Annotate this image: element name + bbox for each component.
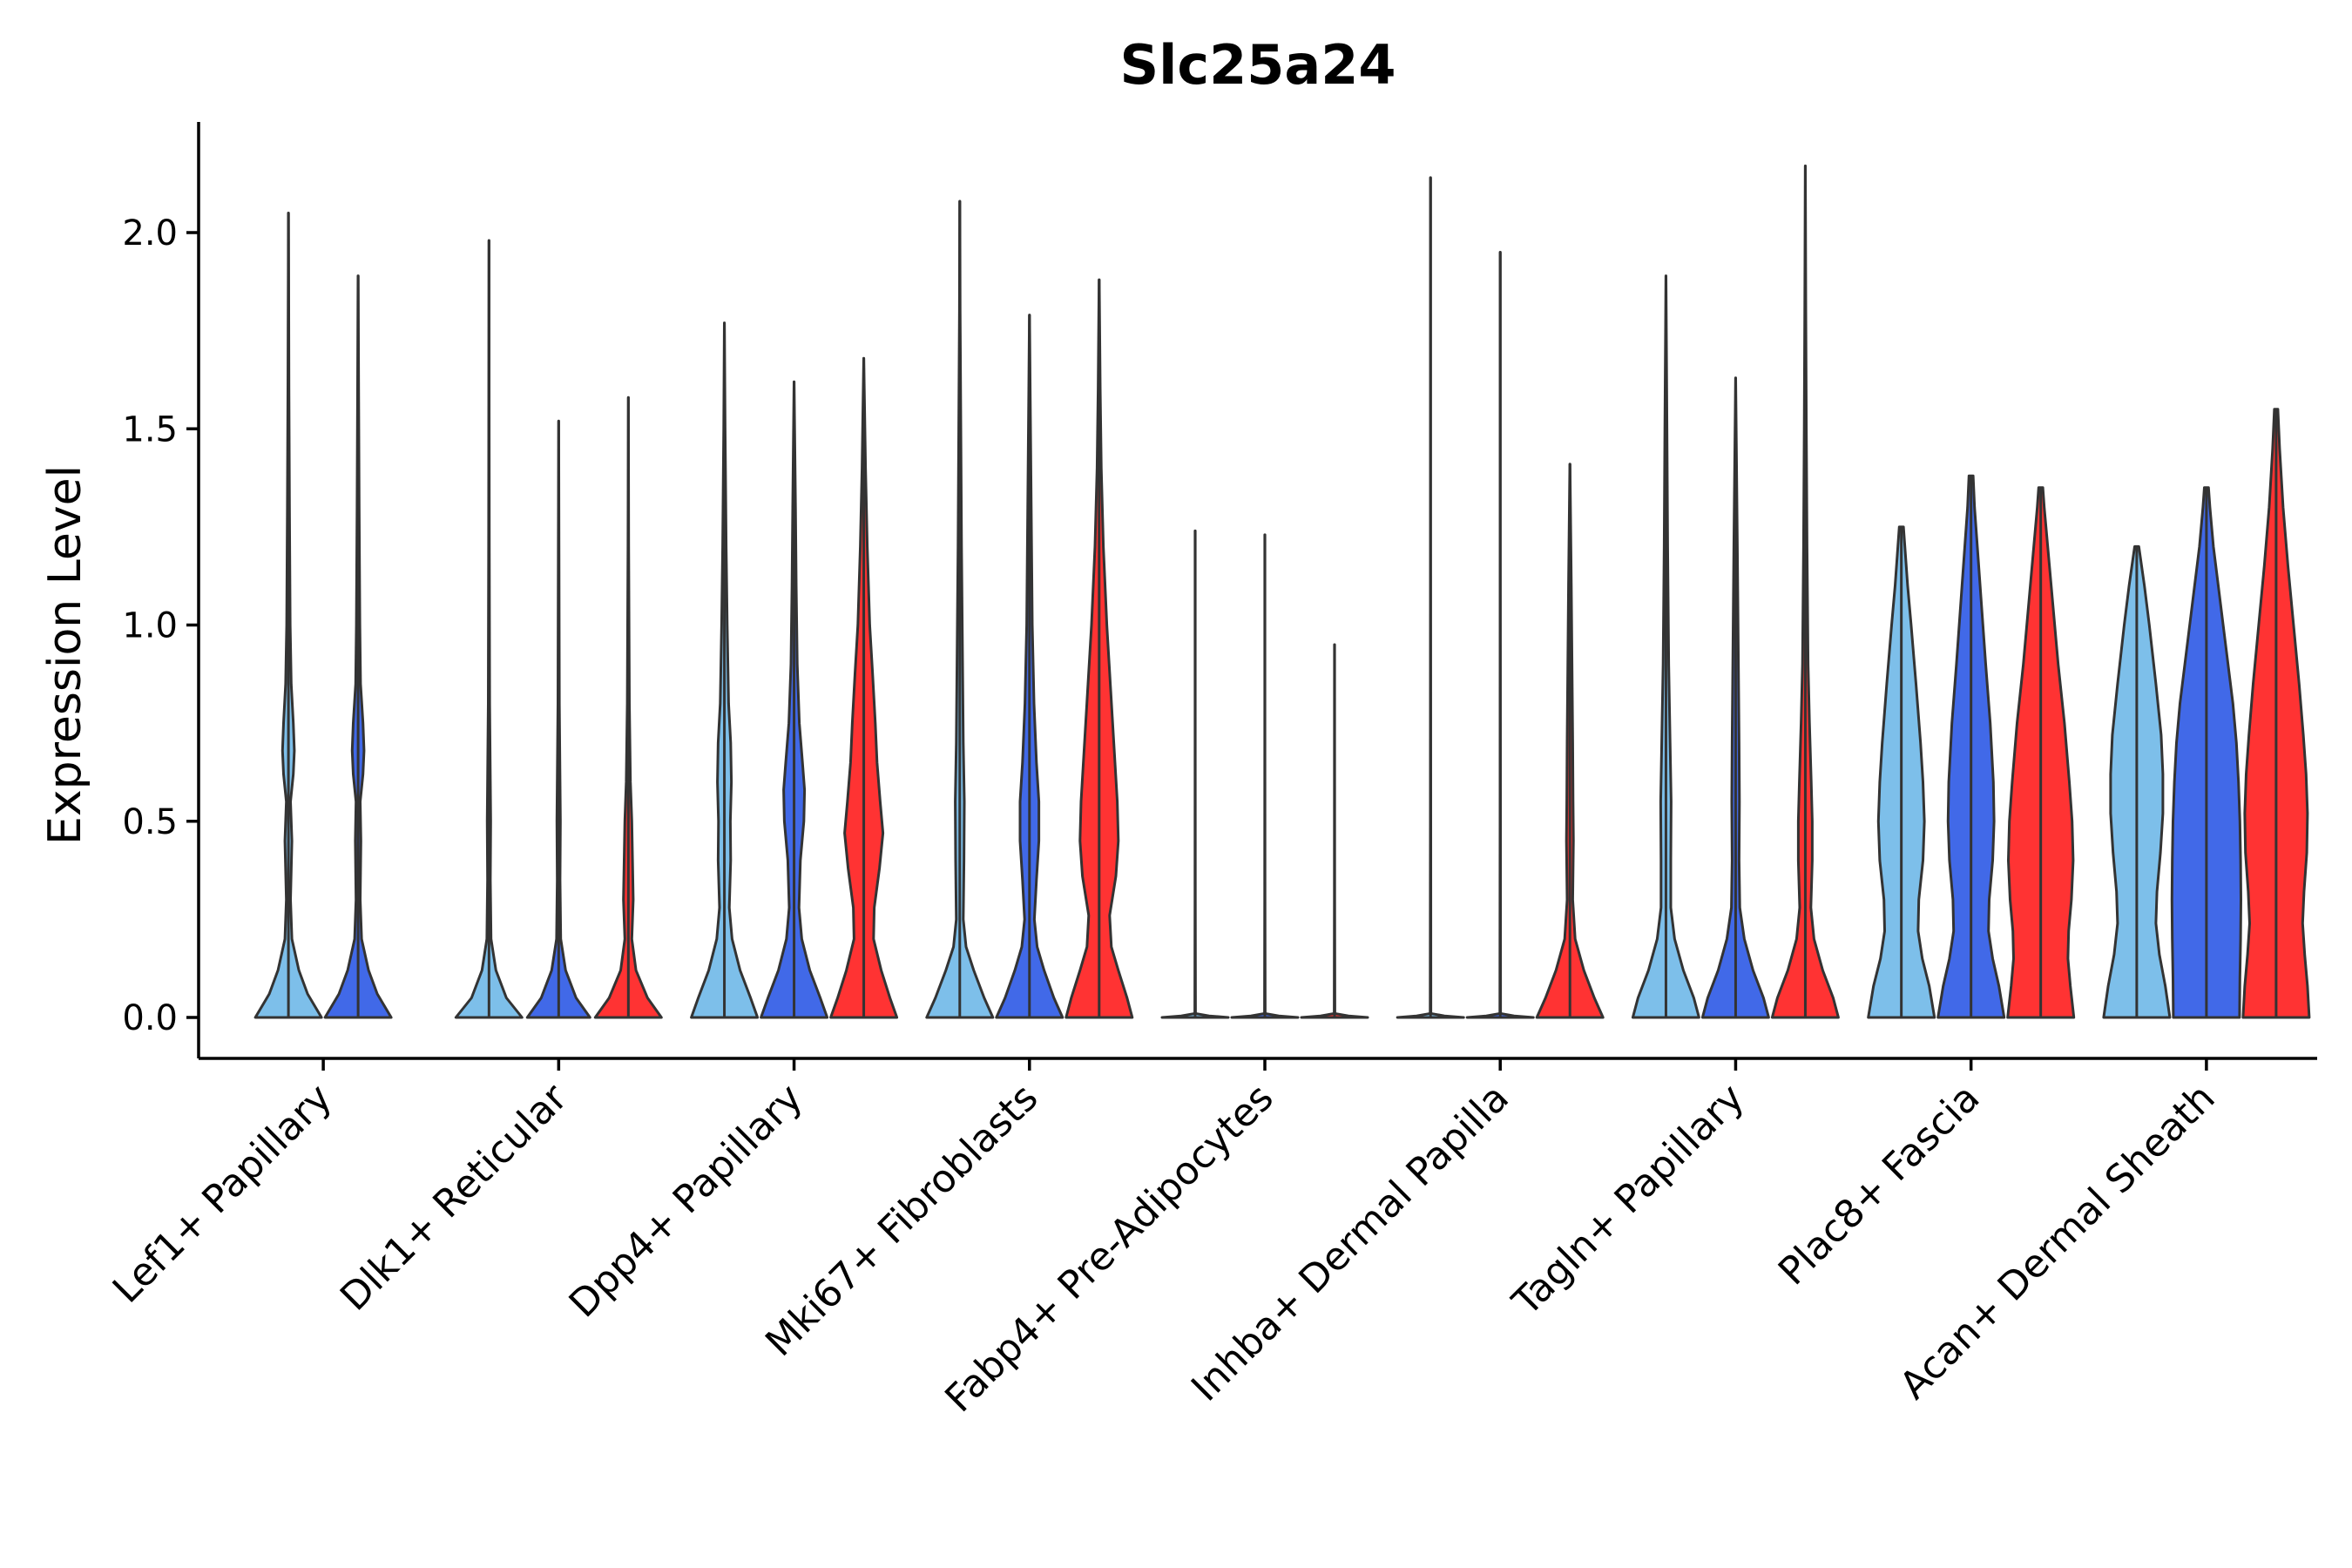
x-tick-label: Plac8+ Fascia — [1770, 1076, 1989, 1294]
y-tick-label: 1.0 — [122, 606, 178, 646]
y-axis-label: Expression Level — [39, 465, 91, 845]
x-tick-label: Tagln+ Papillary — [1504, 1076, 1753, 1325]
x-tick-label: Lef1+ Papillary — [105, 1076, 341, 1312]
chart-title: Slc25a24 — [1119, 33, 1396, 97]
y-tick-label: 2.0 — [122, 213, 178, 253]
y-tick-label: 1.5 — [122, 409, 178, 449]
x-tick-label: Dpp4+ Papillary — [561, 1076, 812, 1327]
x-tick-label: Mki67+ Fibroblasts — [757, 1076, 1046, 1365]
axes-group — [197, 122, 2317, 1060]
y-ticks-group: 0.0 0.5 1.0 1.5 2.0 — [122, 213, 199, 1038]
violins-group — [253, 164, 2311, 1019]
x-tick-label: Dlk1+ Reticular — [332, 1075, 577, 1320]
y-tick-label: 0.5 — [122, 802, 178, 842]
y-tick-label: 0.0 — [122, 998, 178, 1038]
